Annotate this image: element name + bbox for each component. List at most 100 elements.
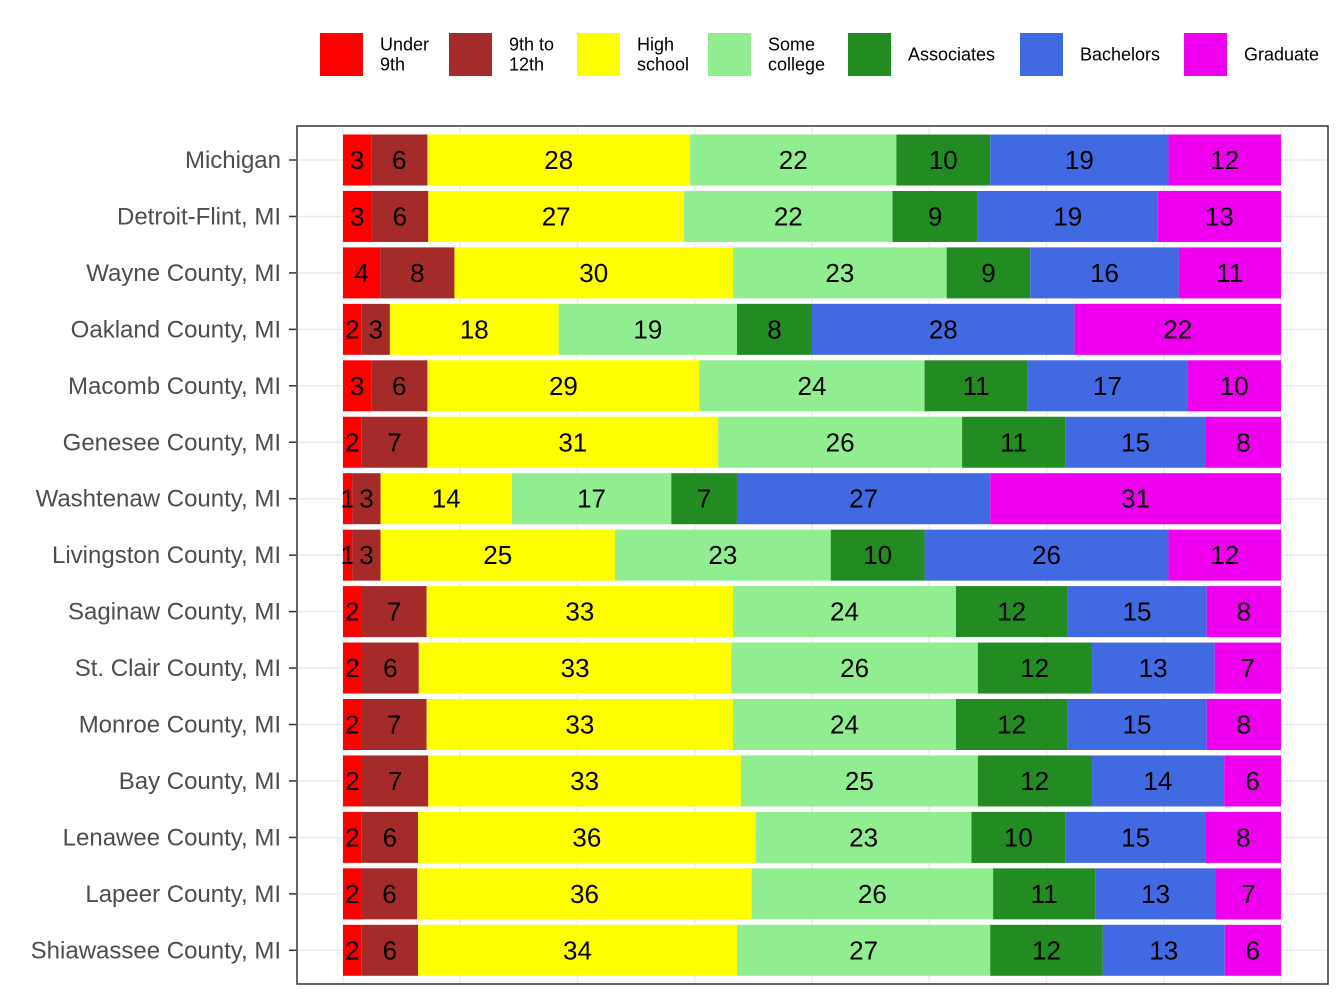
data-label: 14 — [432, 484, 461, 514]
legend-label: 9th to 12th — [509, 35, 554, 75]
bar-segment-associates — [971, 811, 1066, 863]
category-label: Michigan — [185, 147, 281, 174]
data-label: 6 — [392, 145, 406, 175]
data-label: 29 — [549, 371, 578, 401]
bar-segment-some-college — [511, 473, 672, 525]
bar-segment-9th-to-12th — [361, 586, 427, 638]
bar-segment-high-school — [428, 190, 685, 242]
data-label: 34 — [563, 935, 592, 965]
data-label: 36 — [572, 822, 601, 852]
data-label: 24 — [830, 597, 859, 627]
bar-segment-high-school — [428, 755, 741, 807]
legend-label: Under 9th — [380, 35, 429, 75]
data-label: 15 — [1121, 427, 1150, 457]
bar-segment-associates — [993, 868, 1096, 920]
bar-segment-high-school — [418, 642, 732, 694]
data-label: 2 — [345, 935, 359, 965]
legend-label: Bachelors — [1080, 45, 1160, 65]
data-label: 7 — [387, 597, 401, 627]
data-label: 2 — [345, 879, 359, 909]
data-label: 36 — [570, 879, 599, 909]
bar-segment-associates — [924, 360, 1028, 412]
data-label: 2 — [345, 653, 359, 683]
data-label: 3 — [350, 145, 364, 175]
data-label: 13 — [1139, 653, 1168, 683]
bar-segment-associates — [977, 755, 1092, 807]
bar-segment-under-9th — [343, 134, 372, 186]
bar-segment-high-school — [418, 924, 737, 976]
bar-segment-bachelors — [1095, 868, 1216, 920]
data-label: 25 — [483, 540, 512, 570]
category-label: Bay County, MI — [119, 768, 281, 795]
data-label: 15 — [1123, 710, 1152, 740]
bar-segment-under-9th — [343, 586, 362, 638]
category-label: Detroit-Flint, MI — [117, 203, 281, 230]
data-label: 31 — [558, 427, 587, 457]
bar-segment-graduate — [1224, 924, 1281, 976]
bar-segment-associates — [671, 473, 737, 525]
data-label: 11 — [1031, 879, 1058, 909]
bar-segment-some-college — [736, 924, 991, 976]
legend-label: Graduate — [1244, 45, 1319, 65]
legend-swatch — [320, 33, 363, 76]
data-label: 16 — [1090, 258, 1119, 288]
bar-segment-high-school — [380, 473, 512, 525]
bar-segment-some-college — [740, 755, 978, 807]
data-label: 7 — [1241, 879, 1255, 909]
data-label: 13 — [1149, 935, 1178, 965]
data-label: 26 — [858, 879, 887, 909]
bar-segment-high-school — [417, 868, 752, 920]
data-label: 10 — [1220, 371, 1249, 401]
bar-segment-9th-to-12th — [371, 190, 429, 242]
data-label: 24 — [830, 710, 859, 740]
data-label: 23 — [849, 822, 878, 852]
bar-segment-some-college — [755, 811, 972, 863]
bar-segment-bachelors — [924, 529, 1169, 581]
bar-segment-graduate — [1206, 699, 1281, 750]
bar-segment-graduate — [1205, 416, 1281, 468]
category-label: Oakland County, MI — [71, 316, 281, 343]
data-label: 6 — [382, 879, 396, 909]
data-label: 6 — [383, 935, 397, 965]
data-label: 8 — [1237, 710, 1251, 740]
data-label: 2 — [345, 314, 359, 344]
data-label: 28 — [929, 314, 958, 344]
bar-segment-9th-to-12th — [380, 247, 455, 299]
legend-item-associates: Associates — [848, 33, 995, 76]
legend-item-high-school: High school — [577, 33, 689, 76]
bar-segment-some-college — [615, 529, 831, 581]
bar-segment-under-9th — [343, 868, 362, 920]
bar-segment-graduate — [1168, 529, 1281, 581]
bar-segment-associates — [955, 586, 1068, 638]
data-label: 3 — [350, 371, 364, 401]
legend-swatch — [1020, 33, 1063, 76]
bar-segment-9th-to-12th — [371, 134, 428, 186]
data-label: 33 — [570, 766, 599, 796]
bar-segment-graduate — [1214, 642, 1281, 694]
bar-segment-bachelors — [1027, 360, 1188, 412]
data-label: 17 — [577, 484, 606, 514]
bar-segment-9th-to-12th — [352, 473, 381, 525]
data-label: 7 — [388, 766, 402, 796]
data-label: 19 — [633, 314, 662, 344]
bar-segment-some-college — [718, 416, 963, 468]
data-label: 13 — [1141, 879, 1170, 909]
bar-segment-graduate — [1205, 811, 1281, 863]
bar-segment-9th-to-12th — [361, 811, 419, 863]
bar-segment-associates — [990, 924, 1103, 976]
data-label: 12 — [1020, 653, 1049, 683]
plot-panel-border — [296, 125, 1329, 985]
data-label: 22 — [779, 145, 808, 175]
bar-segment-some-college — [733, 699, 956, 750]
data-label: 3 — [350, 201, 364, 231]
data-label: 6 — [392, 371, 406, 401]
data-label: 12 — [1210, 145, 1239, 175]
bar-segment-under-9th — [343, 811, 362, 863]
data-label: 8 — [1236, 822, 1250, 852]
bar-segment-under-9th — [343, 303, 362, 355]
bar-segment-bachelors — [736, 473, 991, 525]
bar-segment-associates — [736, 303, 812, 355]
data-label: 2 — [345, 710, 359, 740]
data-label: 26 — [826, 427, 855, 457]
